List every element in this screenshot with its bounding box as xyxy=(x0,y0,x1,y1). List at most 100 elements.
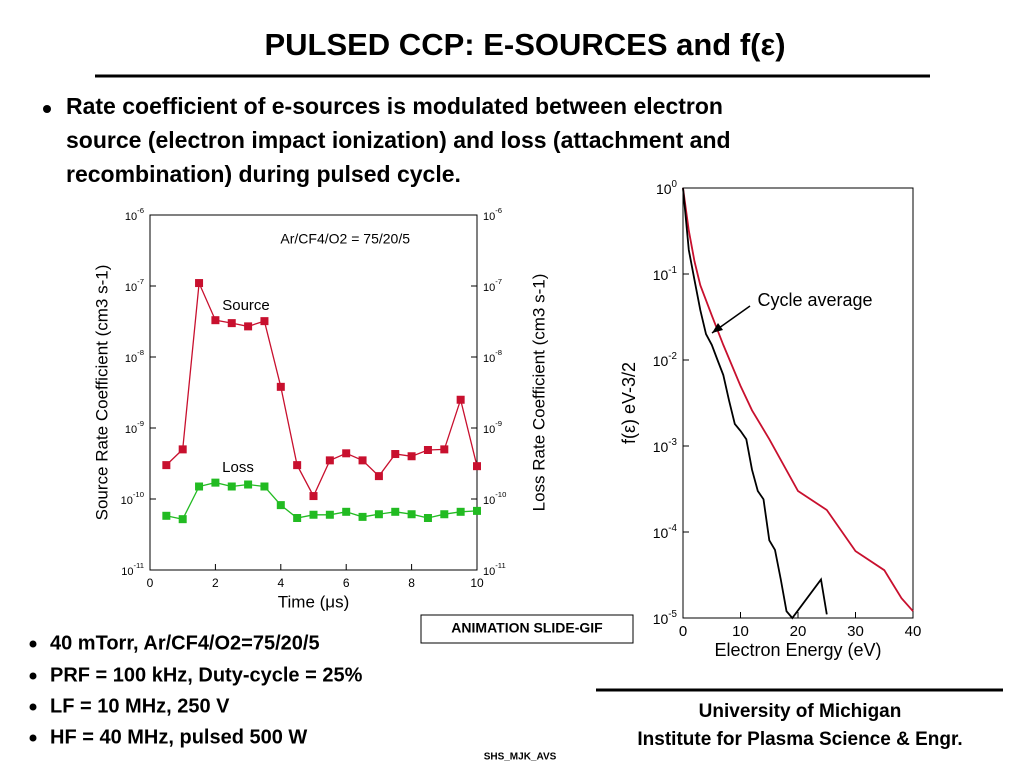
bullet: 40 mTorr, Ar/CF4/O2=75/20/5 xyxy=(50,632,320,654)
y-axis-label: Source Rate Coefficient (cm3 s-1) xyxy=(92,265,111,521)
series-marker xyxy=(276,501,285,510)
x-tick-label: 8 xyxy=(408,576,415,590)
y-tick-label: 10-2 xyxy=(653,351,677,369)
bullet-dot xyxy=(29,703,37,711)
series-label: Loss xyxy=(222,459,254,476)
y-tick-label: 10-5 xyxy=(653,609,678,627)
series-line xyxy=(165,280,478,498)
series-marker xyxy=(391,507,400,516)
animation-button[interactable] xyxy=(420,614,634,644)
series-marker xyxy=(162,511,171,520)
affiliation: Institute for Plasma Science & Engr. xyxy=(637,729,962,750)
arrow-head xyxy=(712,323,723,333)
y-tick-label: 10-7 xyxy=(483,277,502,294)
affiliation: University of Michigan xyxy=(699,701,902,722)
x-tick-label: 40 xyxy=(905,623,922,640)
series-marker xyxy=(374,472,383,481)
series-marker xyxy=(456,507,465,516)
y-tick-label: 10-6 xyxy=(125,206,144,223)
x-axis-label: Time (μs) xyxy=(278,592,350,611)
y-tick-label: 10-8 xyxy=(483,348,502,365)
series-marker xyxy=(456,395,465,404)
intro-line: Rate coefficient of e-sources is modulat… xyxy=(66,93,723,119)
animation-button-label[interactable]: ANIMATION SLIDE-GIF xyxy=(451,620,603,636)
series-marker xyxy=(178,515,187,524)
x-tick-label: 0 xyxy=(147,576,154,590)
series-marker xyxy=(195,279,204,288)
series-marker xyxy=(211,316,220,325)
y-tick-label: 10-10 xyxy=(121,490,144,507)
y-tick-label: 100 xyxy=(656,179,678,197)
y-tick-label: 10-9 xyxy=(125,419,144,436)
annotation: Ar/CF4/O2 = 75/20/5 xyxy=(280,231,410,247)
intro-line: recombination) during pulsed cycle. xyxy=(66,161,461,187)
series-marker xyxy=(293,461,302,470)
series-label: Source xyxy=(222,297,270,314)
bullet: LF = 10 MHz, 250 V xyxy=(50,695,230,717)
series-marker xyxy=(423,445,432,454)
series-marker xyxy=(374,510,383,519)
y2-axis-label: Loss Rate Coefficient (cm3 s-1) xyxy=(529,274,548,512)
series-marker xyxy=(195,482,204,491)
series-line xyxy=(682,187,914,612)
x-tick-label: 6 xyxy=(343,576,350,590)
footer: SHS_MJK_AVS xyxy=(484,752,557,763)
y-tick-label: 10-9 xyxy=(483,419,502,436)
y-tick-label: 10-7 xyxy=(125,277,144,294)
series-marker xyxy=(440,510,449,519)
x-tick-label: 2 xyxy=(212,576,219,590)
x-tick-label: 10 xyxy=(732,623,749,640)
series-marker xyxy=(309,492,318,501)
bullet: HF = 40 MHz, pulsed 500 W xyxy=(50,726,307,748)
series-marker xyxy=(293,514,302,523)
series-marker xyxy=(423,514,432,523)
series-marker xyxy=(358,512,367,521)
series-marker xyxy=(260,317,269,326)
x-tick-label: 0 xyxy=(679,623,687,640)
series-marker xyxy=(211,478,220,487)
y-tick-label: 10-11 xyxy=(483,561,506,578)
series-marker xyxy=(440,445,449,454)
series-marker xyxy=(342,449,351,458)
series-marker xyxy=(276,382,285,391)
plot-frame xyxy=(682,187,914,619)
series-marker xyxy=(473,506,481,515)
plot-frame xyxy=(149,214,478,571)
y-axis-label: f(ε) eV-3/2 xyxy=(619,362,639,444)
series-marker xyxy=(244,322,253,331)
series-marker xyxy=(309,510,318,519)
series-marker xyxy=(391,450,400,459)
y-tick-label: 10-1 xyxy=(653,265,677,283)
y-tick-label: 10-4 xyxy=(653,523,678,541)
y-tick-label: 10-11 xyxy=(121,561,144,578)
series-marker xyxy=(227,319,236,328)
series-marker xyxy=(178,445,187,454)
x-tick-label: 30 xyxy=(847,623,864,640)
series-marker xyxy=(358,456,367,465)
bullet-dot xyxy=(29,640,37,648)
series-marker xyxy=(407,452,416,461)
y-tick-label: 10-8 xyxy=(125,348,144,365)
series-marker xyxy=(260,482,269,491)
x-tick-label: 10 xyxy=(470,576,484,590)
series-marker xyxy=(244,480,253,489)
intro-line: source (electron impact ionization) and … xyxy=(66,127,731,153)
series-marker xyxy=(227,482,236,491)
x-axis-label: Electron Energy (eV) xyxy=(714,640,881,660)
x-tick-label: 4 xyxy=(277,576,284,590)
y-tick-label: 10-6 xyxy=(483,206,502,223)
series-marker xyxy=(162,461,171,470)
bullet-dot xyxy=(29,734,37,742)
bullet-dot xyxy=(43,105,51,113)
series-marker xyxy=(325,510,334,519)
series-marker xyxy=(407,510,416,519)
slide-title: PULSED CCP: E-SOURCES and f(ε) xyxy=(264,27,785,62)
y-tick-label: 10-3 xyxy=(653,437,678,455)
series-marker xyxy=(473,462,481,471)
bullet-dot xyxy=(29,672,37,680)
series-marker xyxy=(342,507,351,516)
x-tick-label: 20 xyxy=(790,623,807,640)
y-tick-label: 10-10 xyxy=(483,490,506,507)
series-line xyxy=(682,187,828,620)
